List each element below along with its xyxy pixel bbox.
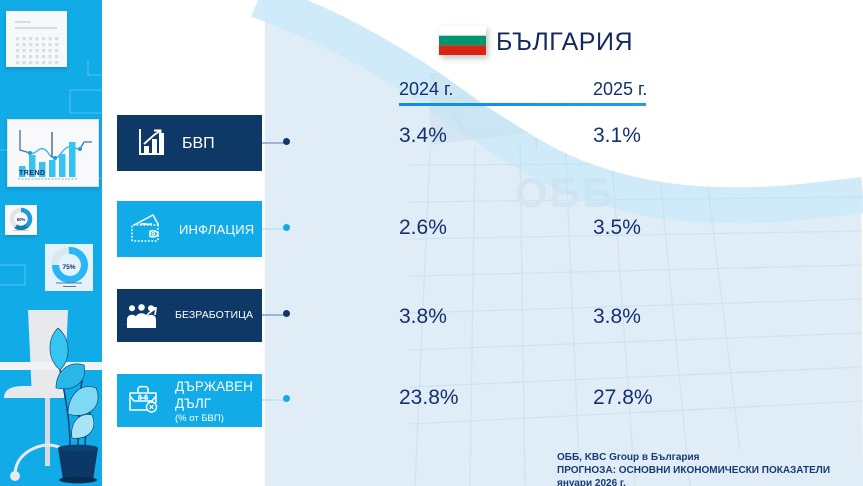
svg-text:ОББ: ОББ <box>515 169 614 216</box>
svg-text:60%: 60% <box>17 217 26 222</box>
svg-text:75%: 75% <box>62 264 75 271</box>
